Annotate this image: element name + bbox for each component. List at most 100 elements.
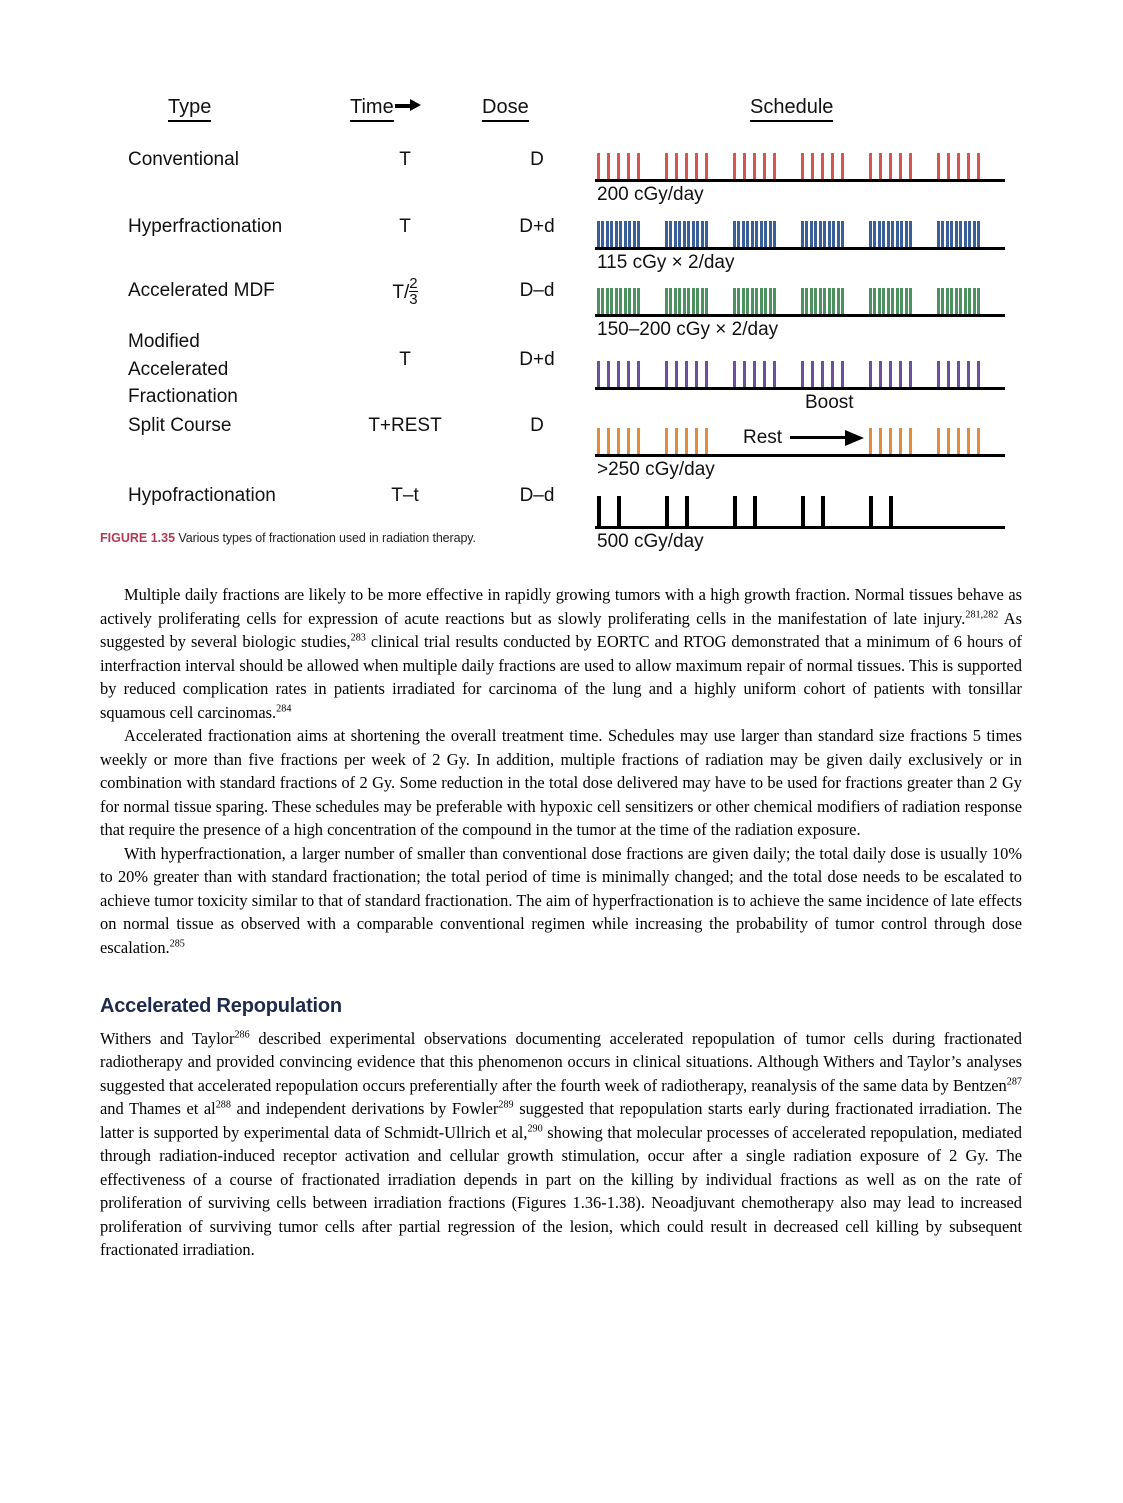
fraction-tick xyxy=(977,428,980,454)
fraction-tick xyxy=(764,288,768,314)
fraction-tick xyxy=(895,288,899,314)
fraction-tick xyxy=(879,428,882,454)
p1-part3: clinical trial results conducted by EORT… xyxy=(100,632,1022,722)
fraction-tick xyxy=(764,221,768,247)
fraction-tick xyxy=(695,153,698,179)
track-axis xyxy=(595,247,1005,250)
fraction-tick xyxy=(601,288,605,314)
rest-label: Rest xyxy=(743,427,783,448)
schedule-note-boost: Boost xyxy=(805,392,854,413)
p4-ref-287: 287 xyxy=(1006,1076,1022,1088)
fraction-tick xyxy=(821,361,824,387)
fraction-tick xyxy=(909,361,912,387)
fraction-tick xyxy=(607,428,610,454)
fraction-tick xyxy=(937,221,940,247)
fraction-tick xyxy=(759,288,763,314)
fraction-tick xyxy=(899,361,902,387)
fraction-tick xyxy=(637,153,640,179)
fraction-tick xyxy=(741,288,745,314)
arrow-right-icon xyxy=(394,99,421,111)
fraction-tick xyxy=(877,288,881,314)
fraction-tick xyxy=(967,153,970,179)
fraction-tick xyxy=(809,288,813,314)
fraction-tick xyxy=(696,221,700,247)
fraction-tick xyxy=(977,288,980,314)
fraction-tick xyxy=(879,361,882,387)
body-text: Multiple daily fractions are likely to b… xyxy=(100,583,1022,1262)
figure-caption: FIGURE 1.35 Various types of fractionati… xyxy=(100,531,1020,545)
fraction-tick xyxy=(937,428,940,454)
fraction-tick xyxy=(900,288,904,314)
fraction-tick xyxy=(832,221,836,247)
fraction-tick xyxy=(741,221,745,247)
track-axis xyxy=(595,454,1005,457)
fraction-tick xyxy=(811,153,814,179)
fraction-tick xyxy=(827,288,831,314)
fraction-tick xyxy=(597,361,600,387)
fraction-tick xyxy=(685,496,689,526)
fraction-tick xyxy=(801,496,805,526)
fraction-tick xyxy=(617,496,621,526)
fraction-tick xyxy=(597,221,600,247)
fraction-tick xyxy=(814,288,818,314)
fraction-tick xyxy=(733,361,736,387)
fraction-tick xyxy=(947,361,950,387)
fraction-tick xyxy=(889,496,893,526)
fraction-tick xyxy=(617,361,620,387)
fraction-tick xyxy=(831,361,834,387)
fraction-tick xyxy=(841,361,844,387)
fraction-tick xyxy=(937,288,940,314)
fraction-tick xyxy=(617,153,620,179)
fraction-tick xyxy=(811,361,814,387)
fraction-tick xyxy=(637,221,640,247)
row-value-dose-modified-accelerated-fractionation: D+d xyxy=(519,349,555,370)
fraction-tick xyxy=(607,153,610,179)
fraction-tick xyxy=(773,153,776,179)
fraction-tick xyxy=(597,288,600,314)
fraction-tick xyxy=(750,221,754,247)
fraction-tick xyxy=(607,361,610,387)
fraction-tick xyxy=(682,288,686,314)
fraction-tick xyxy=(957,361,960,387)
fraction-tick xyxy=(597,496,601,526)
fraction-tick xyxy=(937,153,940,179)
fraction-tick xyxy=(733,153,736,179)
fraction-tick xyxy=(873,221,877,247)
fraction-tick xyxy=(628,221,632,247)
fraction-tick xyxy=(869,221,872,247)
fraction-tick xyxy=(882,288,886,314)
fraction-tick xyxy=(959,221,963,247)
fraction-tick xyxy=(675,153,678,179)
column-header-dose-label: Dose xyxy=(482,96,529,122)
schedule-note-split-course: >250 cGy/day xyxy=(597,459,715,480)
fraction-tick xyxy=(733,288,736,314)
fraction-tick xyxy=(889,428,892,454)
fraction-tick xyxy=(945,288,949,314)
fraction-tick xyxy=(627,361,630,387)
fraction-numerator: 2 xyxy=(409,275,418,292)
fraction-tick xyxy=(886,221,890,247)
p1-ref-284: 284 xyxy=(276,703,292,715)
paragraph-accelerated-fractionation: Accelerated fractionation aims at shorte… xyxy=(100,726,1022,839)
schedule-track-modified-accelerated-fractionation xyxy=(595,356,1005,390)
fraction-tick xyxy=(619,221,623,247)
fraction-tick xyxy=(950,221,954,247)
fraction-tick xyxy=(972,288,976,314)
fraction-tick xyxy=(891,221,895,247)
fraction-tick xyxy=(945,221,949,247)
fraction-tick xyxy=(623,221,627,247)
fraction-tick xyxy=(685,153,688,179)
p4-ref-289: 289 xyxy=(498,1099,514,1111)
fraction-tick xyxy=(705,288,708,314)
fraction-tick xyxy=(823,288,827,314)
schedule-track-split-course: Rest xyxy=(595,423,1005,457)
row-label-type-hyperfractionation: Hyperfractionation xyxy=(128,216,283,237)
fraction-tick xyxy=(610,221,614,247)
schedule-note-accelerated-mdf: 150–200 cGy × 2/day xyxy=(597,319,779,340)
p1-part1: Multiple daily fractions are likely to b… xyxy=(100,585,1022,628)
fraction-tick xyxy=(669,221,673,247)
fraction-tick xyxy=(617,428,620,454)
fraction-tick xyxy=(665,288,668,314)
fraction-tick xyxy=(972,221,976,247)
fraction-tick xyxy=(909,288,912,314)
